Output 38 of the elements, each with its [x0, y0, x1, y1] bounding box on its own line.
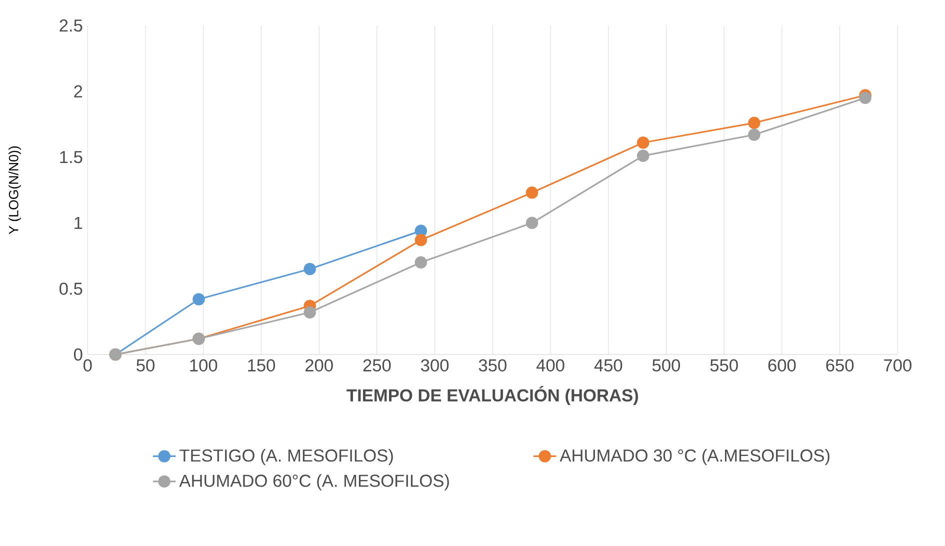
- x-tick-label: 500: [652, 359, 680, 372]
- point: [304, 262, 316, 276]
- y-tick-label: 2: [74, 85, 82, 98]
- y-tick-label: 1.5: [60, 151, 82, 164]
- x-tick-label: 700: [884, 359, 912, 372]
- x-tick-label: 100: [190, 359, 218, 372]
- point: [526, 186, 538, 199]
- legend-label: AHUMADO 30 °C (A.MESOFILOS): [560, 448, 830, 466]
- x-tick-label: 300: [421, 359, 449, 372]
- x-tick-label: 350: [478, 359, 506, 372]
- point: [192, 293, 205, 306]
- x-tick-label: 600: [768, 359, 796, 372]
- y-tick-label: 2.5: [60, 19, 82, 32]
- point: [414, 256, 428, 269]
- x-tick-label: 450: [594, 359, 622, 372]
- x-axis-title: TIEMPO DE EVALUACIÓN (HORAS): [346, 386, 638, 405]
- legend-label: TESTIGO (A. MESOFILOS): [180, 448, 393, 466]
- x-tick-label: 650: [826, 359, 854, 372]
- y-tick-label: 1: [74, 216, 82, 229]
- y-tick-label: 0.5: [60, 282, 82, 295]
- y-axis-title: Y (LOG(N/N0)): [8, 146, 21, 234]
- y-tick-label: 0: [74, 348, 82, 361]
- x-tick-label: 250: [363, 359, 391, 372]
- point: [748, 128, 760, 141]
- x-tick-label: 150: [248, 359, 276, 372]
- point: [748, 116, 760, 130]
- legend-label: AHUMADO 60°C (A. MESOFILOS): [179, 474, 449, 490]
- point: [636, 136, 650, 149]
- point: [304, 306, 316, 319]
- point: [526, 216, 538, 230]
- x-tick-label: 400: [536, 359, 564, 372]
- point: [414, 234, 428, 246]
- x-tick-label: 50: [136, 359, 154, 372]
- point: [859, 92, 872, 104]
- x-tick-label: 0: [84, 359, 92, 372]
- x-tick-label: 200: [306, 359, 333, 372]
- point: [636, 150, 650, 162]
- x-tick-label: 550: [710, 359, 738, 372]
